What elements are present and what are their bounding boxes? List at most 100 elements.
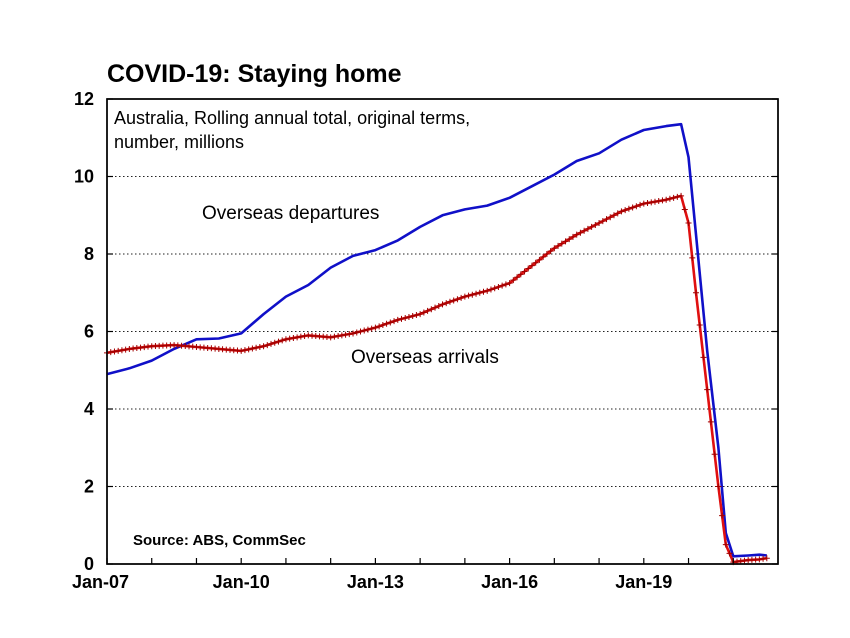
- series-1-marker-77: [391, 318, 398, 325]
- series-1-marker-155: [681, 206, 688, 213]
- chart-subtitle-line-2: number, millions: [114, 132, 244, 152]
- series-1-marker-157: [689, 254, 696, 261]
- series-1-marker-146: [648, 199, 655, 206]
- x-tick-label-3: Jan-16: [481, 572, 538, 592]
- series-1-marker-48: [282, 336, 289, 343]
- series-1-marker-82: [409, 313, 416, 319]
- series-1-marker-94: [454, 296, 461, 303]
- series-1-marker-41: [256, 344, 263, 350]
- series-1-marker-66: [350, 330, 357, 337]
- series-line-0: [106, 122, 767, 558]
- series-1-marker-5: [122, 346, 129, 353]
- series-1-marker-120: [551, 245, 558, 252]
- series-1-marker-154: [678, 192, 685, 199]
- series-1-marker-137: [614, 210, 621, 217]
- axes: 0 2 4 6 8 10 12 Jan-07 Jan-10 Jan-13 Jan-16 Jan-19: [72, 89, 778, 592]
- series-1-marker-43: [264, 342, 271, 349]
- series-1-marker-139: [622, 207, 629, 214]
- series-1-marker-150: [663, 196, 670, 203]
- series-1-marker-75: [383, 320, 390, 327]
- series-1-marker-138: [618, 208, 625, 215]
- series-1-marker-98: [469, 291, 476, 298]
- series-1-marker-79: [398, 315, 405, 322]
- series-1-marker-89: [435, 302, 442, 309]
- series-1-marker-72: [372, 324, 379, 331]
- series-1-marker-38: [245, 346, 252, 353]
- series-1-marker-60: [327, 334, 334, 341]
- series-1-marker-119: [547, 248, 554, 255]
- series-1-marker-127: [577, 229, 584, 236]
- series-1-marker-42: [260, 343, 267, 350]
- series-1-marker-151: [666, 195, 673, 202]
- series-1-marker-152: [670, 194, 677, 201]
- chart-title: COVID-19: Staying home: [107, 60, 402, 88]
- series-1-marker-90: [439, 301, 446, 308]
- series-1-marker-49: [286, 335, 293, 342]
- series-1-marker-62: [335, 333, 342, 340]
- series-1-marker-175: [756, 556, 763, 563]
- series-1-marker-156: [685, 220, 692, 226]
- series-1-marker-63: [338, 332, 345, 339]
- series-1-marker-132: [596, 220, 603, 226]
- x-tick-label-1: Jan-10: [213, 572, 270, 592]
- series-1-marker-128: [581, 227, 588, 234]
- series-1-marker-3: [115, 347, 122, 354]
- series-1-marker-135: [607, 214, 614, 221]
- series-1-marker-143: [637, 201, 644, 208]
- series-1-marker-64: [342, 331, 349, 338]
- y-tick-label-3: 6: [84, 322, 94, 342]
- series-1-marker-115: [532, 259, 539, 266]
- series-1-marker-149: [659, 197, 666, 204]
- series-1-marker-93: [450, 297, 457, 304]
- series-1-marker-116: [536, 256, 543, 263]
- series-1-marker-1: [107, 349, 114, 356]
- series-1-marker-37: [241, 347, 248, 354]
- series-1-marker-123: [562, 238, 569, 245]
- series-1-marker-136: [610, 212, 617, 219]
- series-1-marker-163: [711, 451, 718, 458]
- series-1-marker-73: [376, 323, 383, 330]
- series-1-marker-147: [651, 198, 658, 205]
- series-1-marker-84: [417, 311, 424, 318]
- series-1-marker-126: [573, 231, 580, 238]
- series-1-marker-51: [294, 334, 301, 341]
- series-1-marker-2: [111, 348, 118, 355]
- series-1-marker-166: [722, 541, 729, 548]
- series-1-marker-176: [760, 555, 767, 562]
- series-1-marker-129: [584, 225, 591, 232]
- y-tick-label-6: 12: [74, 89, 94, 109]
- series-1-marker-81: [405, 313, 412, 320]
- series-1-marker-40: [253, 344, 260, 351]
- y-tick-label-0: 0: [84, 554, 94, 574]
- series-1-marker-125: [569, 233, 576, 240]
- series-1-marker-78: [394, 316, 401, 323]
- source-note: Source: ABS, CommSec: [133, 532, 306, 549]
- series-1-marker-102: [484, 287, 491, 294]
- series-1-marker-167: [726, 550, 733, 557]
- series-1-marker-87: [428, 306, 435, 313]
- series-1-marker-4: [118, 347, 125, 354]
- series-1-marker-160: [700, 354, 707, 361]
- y-tick-label-5: 10: [74, 167, 94, 187]
- chart-subtitle-line-1: Australia, Rolling annual total, origina…: [114, 108, 470, 128]
- series-1-marker-96: [461, 293, 468, 300]
- series-1-marker-36: [238, 347, 245, 354]
- series-1-marker-103: [487, 286, 494, 293]
- series-1-marker-61: [331, 333, 338, 340]
- series-1-marker-134: [603, 216, 610, 223]
- series-label-departures: Overseas departures: [202, 203, 379, 224]
- series-1-marker-144: [640, 200, 647, 207]
- series-1-marker-100: [476, 289, 483, 296]
- series-1-marker-112: [521, 268, 528, 275]
- series-1-marker-106: [499, 282, 506, 289]
- series-1-marker-117: [540, 253, 547, 260]
- series-1-marker-121: [555, 242, 562, 249]
- series-layer: [104, 122, 770, 566]
- series-1-marker-68: [357, 328, 364, 335]
- series-1-marker-109: [510, 277, 517, 284]
- series-1-marker-53: [301, 333, 308, 340]
- y-tick-label-4: 8: [84, 244, 94, 264]
- series-1-marker-86: [424, 307, 431, 314]
- series-1-marker-142: [633, 203, 640, 210]
